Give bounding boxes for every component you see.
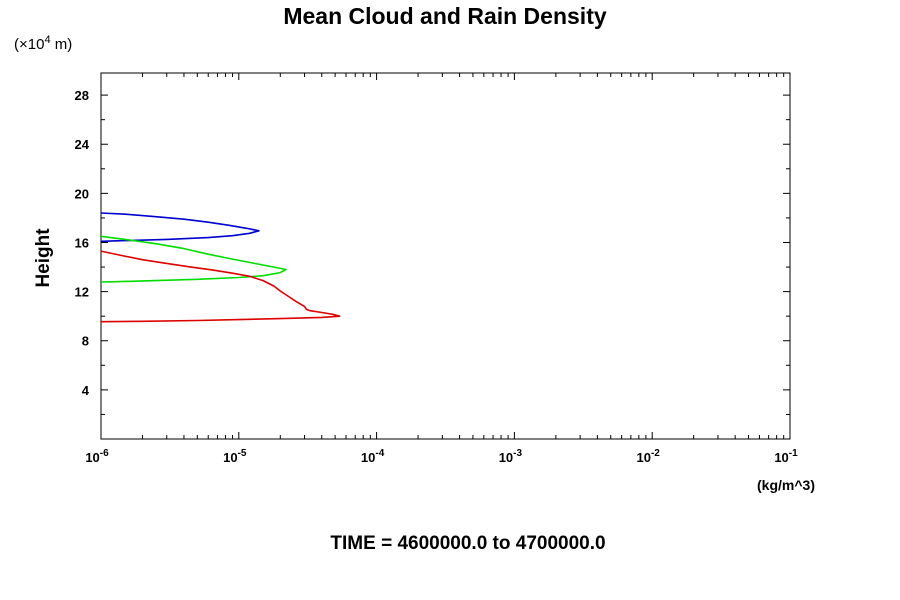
x-axis: 10-6 10-5 10-4 10-3 10-2 10-1 [85,73,798,465]
time-footer: TIME = 4600000.0 to 4700000.0 [330,533,605,554]
x-tick-label-base: 10 [499,450,513,465]
x-tick-label: 10-6 [85,448,109,465]
y-tick-label: 24 [75,137,90,152]
series-layer [100,212,341,323]
y-tick-label: 16 [75,235,89,250]
x-tick-label-exp: -4 [375,448,384,459]
series-line-2 [100,235,287,283]
plot-frame [100,72,791,440]
x-tick-label-base: 10 [361,450,375,465]
y-tick-label: 8 [82,334,89,349]
x-tick-label-exp: -5 [238,448,247,459]
y-axis-title: Height [33,228,54,288]
x-tick-label: 10-3 [499,448,523,465]
x-tick-label-exp: -2 [651,448,660,459]
y-scale-label-exp: 4 [44,34,50,46]
x-tick-label-base: 10 [85,450,99,465]
x-unit-label: (kg/m^3) [757,477,815,493]
x-tick-label: 10-2 [637,448,661,465]
x-tick-label-exp: -6 [100,448,109,459]
x-tick-label: 10-4 [361,448,385,465]
y-axis: 4 8 12 16 20 24 28 [75,88,790,415]
x-tick-label-base: 10 [774,450,788,465]
y-tick-label: 20 [75,186,89,201]
y-scale-label: (×104 m) [14,34,72,53]
y-tick-label: 28 [75,88,89,103]
x-tick-label: 10-5 [223,448,247,465]
series-line-3 [100,250,341,323]
series-line-1 [100,212,260,243]
y-scale-label-base: (×10 [14,36,44,53]
chart-title: Mean Cloud and Rain Density [283,3,607,29]
y-tick-label: 4 [82,383,90,398]
x-tick-label-base: 10 [223,450,237,465]
x-tick-label-exp: -3 [513,448,522,459]
x-tick-label: 10-1 [774,448,798,465]
y-tick-label: 12 [75,285,89,300]
x-tick-label-base: 10 [637,450,651,465]
x-tick-label-exp: -1 [789,448,798,459]
y-scale-label-unit: m) [51,36,73,53]
